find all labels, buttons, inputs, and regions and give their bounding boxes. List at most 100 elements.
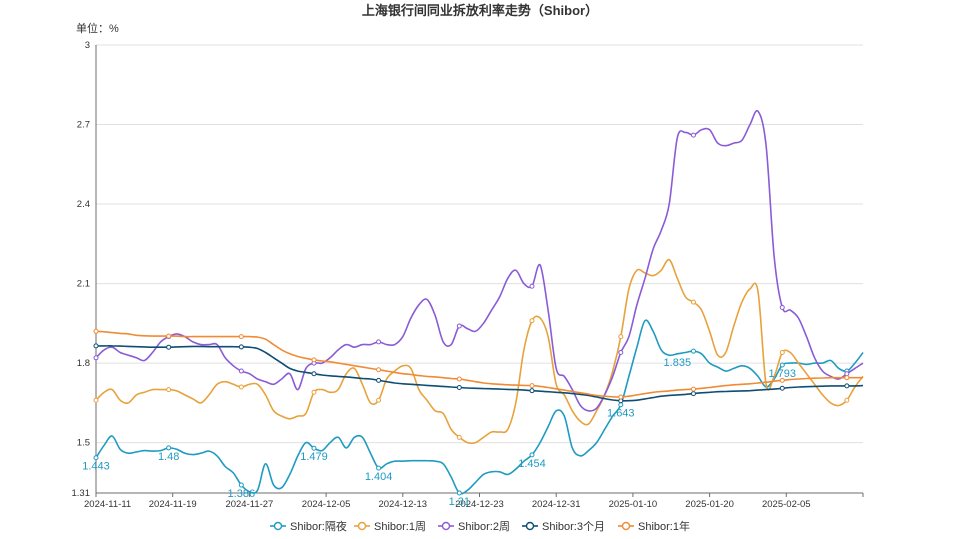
- data-point: [311, 445, 317, 451]
- data-point: [93, 455, 99, 461]
- data-label: 1.835: [664, 357, 692, 369]
- data-point: [376, 465, 382, 471]
- series-lines: [93, 109, 864, 496]
- data-point: [238, 482, 244, 488]
- data-point: [690, 391, 696, 397]
- y-tick-label: 2.1: [77, 279, 90, 290]
- data-point: [238, 334, 244, 340]
- data-point: [311, 389, 317, 395]
- series-1: [93, 258, 864, 445]
- data-point: [93, 397, 99, 403]
- x-tick-label: 2024-11-27: [225, 499, 273, 510]
- data-point: [529, 283, 535, 289]
- x-tick-label: 2024-12-31: [532, 499, 581, 510]
- legend-item[interactable]: Shibor:3个月: [522, 520, 605, 533]
- data-point: [844, 397, 850, 403]
- data-point: [844, 383, 850, 389]
- data-point: [93, 328, 99, 334]
- data-point: [456, 384, 462, 390]
- data-point: [529, 383, 535, 389]
- legend-label: Shibor:1周: [374, 520, 426, 533]
- data-point: [166, 387, 172, 393]
- data-point: [456, 490, 462, 496]
- data-point: [166, 333, 172, 339]
- data-point: [166, 344, 172, 350]
- data-point: [618, 402, 624, 408]
- axes: 1.31 1.5 1.8 2.1 2.4 2.7 3 2024-11-11 2024-11-19…: [72, 40, 864, 510]
- data-point: [690, 299, 696, 305]
- data-point: [456, 323, 462, 329]
- data-label: 1.386: [228, 488, 256, 500]
- series-line: [96, 345, 864, 402]
- data-label: 1.48: [158, 451, 179, 463]
- legend[interactable]: Shibor:隔夜 Shibor:1周 Shibor:2周 Shibor:3个月 Shi…: [270, 519, 690, 533]
- y-tick-label: 1.5: [77, 438, 90, 449]
- data-point: [376, 339, 382, 345]
- x-tick-label: 2024-11-19: [149, 499, 197, 510]
- data-point: [844, 371, 850, 377]
- legend-item[interactable]: Shibor:1年: [618, 519, 690, 533]
- series-line: [95, 258, 864, 445]
- legend-item[interactable]: Shibor:隔夜: [270, 519, 347, 533]
- data-point: [779, 304, 785, 310]
- x-tick-label: 2025-01-10: [609, 499, 658, 510]
- legend-marker-icon: [441, 521, 451, 531]
- legend-marker-icon: [525, 521, 535, 531]
- legend-label: Shibor:隔夜: [290, 519, 347, 533]
- data-point: [690, 132, 696, 138]
- grid-lines: [96, 44, 863, 494]
- data-label: 1.443: [82, 461, 110, 473]
- data-label: 1.479: [300, 451, 328, 463]
- series-4: [93, 328, 863, 400]
- legend-item[interactable]: Shibor:1周: [354, 520, 426, 533]
- series-line: [95, 330, 863, 398]
- data-point: [618, 334, 624, 340]
- data-point: [456, 376, 462, 382]
- series-2: [93, 109, 864, 412]
- data-point: [779, 385, 785, 391]
- series-0: [93, 319, 864, 496]
- chart-title: 上海银行间同业拆放利率走势（Shibor）: [362, 3, 598, 18]
- data-point: [690, 386, 696, 392]
- data-point: [238, 368, 244, 374]
- x-tick-label: 2024-12-05: [302, 499, 351, 510]
- data-point: [311, 357, 317, 363]
- data-point: [238, 384, 244, 390]
- x-tick-label: 2024-12-13: [378, 499, 427, 510]
- data-point: [376, 377, 382, 383]
- data-point: [779, 377, 785, 383]
- data-point: [456, 434, 462, 440]
- data-point: [166, 445, 172, 451]
- x-tick-label: 2024-12-23: [455, 499, 504, 510]
- data-point: [376, 397, 382, 403]
- data-point: [93, 355, 99, 361]
- data-point: [618, 350, 624, 356]
- x-tick-label: 2025-02-05: [762, 499, 811, 510]
- legend-item[interactable]: Shibor:2周: [438, 520, 510, 533]
- y-tick-label: 3: [85, 40, 90, 51]
- data-label: 1.793: [768, 368, 796, 380]
- legend-label: Shibor:3个月: [542, 520, 605, 533]
- legend-marker-icon: [357, 521, 367, 531]
- series-line: [95, 319, 864, 495]
- legend-label: Shibor:1年: [638, 519, 690, 533]
- legend-label: Shibor:2周: [458, 520, 510, 533]
- series-3: [93, 343, 864, 404]
- x-tick-label: 2025-01-20: [685, 499, 734, 510]
- x-tick-label: 2024-11-11: [84, 499, 131, 510]
- data-point: [844, 375, 850, 381]
- y-tick-label: 1.31: [72, 488, 91, 499]
- data-label: 1.454: [518, 458, 546, 470]
- unit-label: 单位：%: [76, 21, 119, 35]
- data-point: [529, 318, 535, 324]
- data-labels: 1.443 1.48 1.386 1.479 1.404 1.31 1.454 1.643 1.…: [82, 357, 796, 508]
- data-label: 1.643: [607, 408, 635, 420]
- data-point: [238, 344, 244, 350]
- data-label: 1.31: [449, 496, 470, 508]
- data-point: [376, 367, 382, 373]
- data-label: 1.404: [365, 471, 393, 483]
- data-point: [618, 394, 624, 400]
- y-tick-label: 1.8: [77, 358, 90, 369]
- y-tick-label: 2.7: [77, 120, 90, 131]
